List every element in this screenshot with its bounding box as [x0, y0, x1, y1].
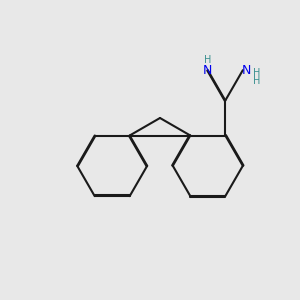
- Text: H: H: [204, 55, 212, 65]
- Text: N: N: [203, 64, 212, 77]
- Text: N: N: [242, 64, 251, 77]
- Text: H: H: [253, 68, 260, 78]
- Text: H: H: [253, 76, 260, 86]
